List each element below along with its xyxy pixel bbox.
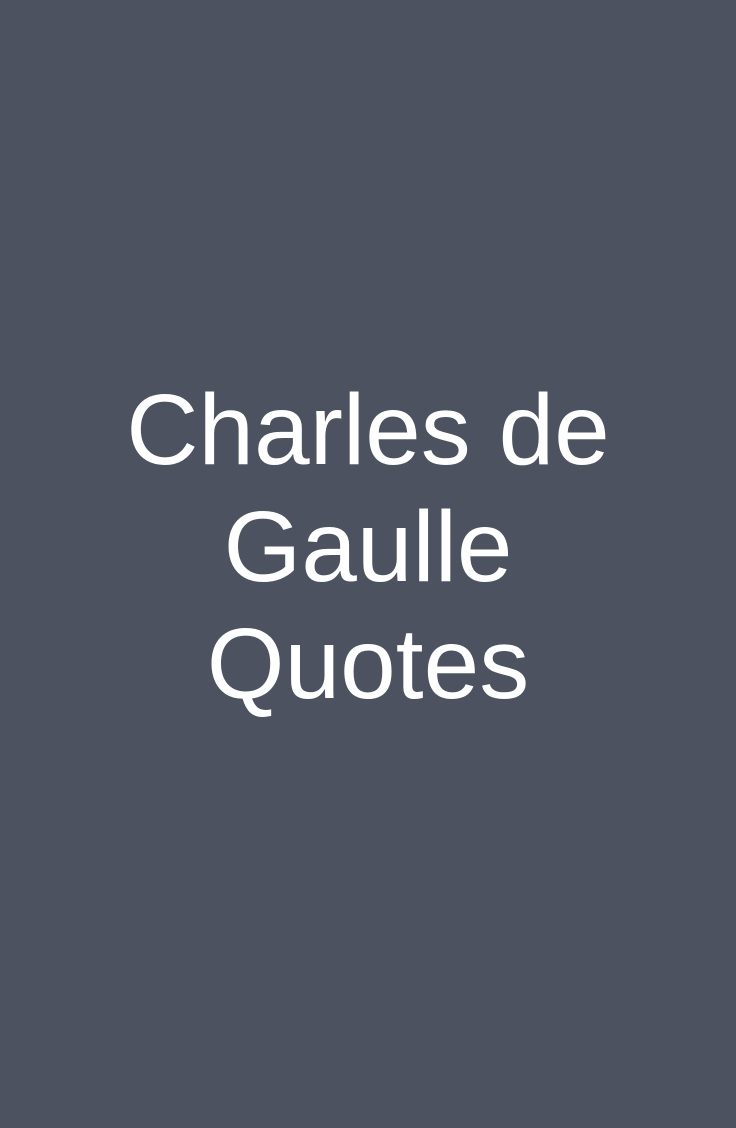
title-line-3: Quotes — [206, 608, 530, 720]
title-line-2: Gaulle — [223, 491, 513, 603]
page-title: Charles de Gaulle Quotes — [0, 372, 736, 723]
title-line-1: Charles de — [126, 374, 610, 486]
